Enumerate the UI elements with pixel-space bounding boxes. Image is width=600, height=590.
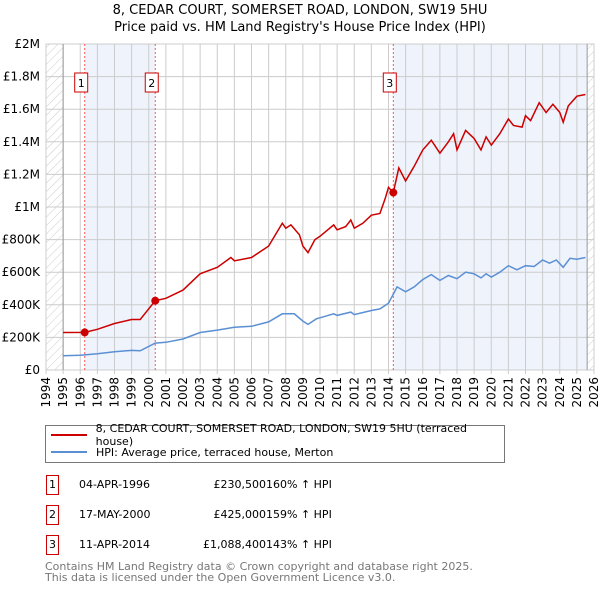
- x-tick-label: 2015: [399, 377, 413, 408]
- legend: 8, CEDAR COURT, SOMERSET ROAD, LONDON, S…: [45, 422, 505, 463]
- x-tick-label: 2010: [313, 377, 327, 408]
- series-line: [63, 256, 586, 357]
- sale-hpi: 159% ↑ HPI: [266, 508, 332, 521]
- x-tick-label: 2002: [176, 377, 190, 408]
- x-tick-label: 2012: [347, 377, 361, 408]
- x-tick-label: 1996: [73, 377, 87, 408]
- sale-price: £425,000: [213, 508, 267, 521]
- y-tick-label: £1.6M: [3, 102, 40, 116]
- footer-copyright: Contains HM Land Registry data © Crown c…: [45, 560, 473, 573]
- y-tick-label: £200K: [2, 330, 42, 344]
- y-tick-label: £800K: [2, 233, 42, 247]
- x-tick-label: 1999: [125, 377, 139, 408]
- x-tick-label: 1997: [90, 377, 104, 408]
- sale-price: £230,500: [213, 478, 267, 491]
- y-tick-label: £0: [25, 363, 40, 377]
- sale-label: 2: [148, 77, 155, 90]
- legend-label: 8, CEDAR COURT, SOMERSET ROAD, LONDON, S…: [95, 422, 468, 448]
- plot-border: [45, 43, 595, 371]
- legend-item-hpi: HPI: Average price, terraced house, Mert…: [51, 444, 333, 460]
- x-tick-label: 2025: [570, 377, 584, 408]
- x-tick-label: 2020: [484, 377, 498, 408]
- y-tick-label: £1.8M: [3, 70, 40, 84]
- x-tick-label: 2018: [450, 377, 464, 408]
- x-tick-label: 2001: [159, 377, 173, 408]
- y-tick-label: £1.2M: [3, 167, 40, 181]
- x-tick-label: 1998: [108, 377, 122, 408]
- sale-marker-box: 2: [46, 505, 59, 525]
- y-tick-label: £1.4M: [3, 135, 40, 149]
- sale-point: [80, 328, 89, 337]
- sale-label: 3: [386, 77, 393, 90]
- sale-label-box: [74, 72, 89, 93]
- x-tick-label: 2000: [142, 377, 156, 408]
- y-tick-label: £600K: [2, 265, 42, 279]
- sale-label-box: [382, 72, 397, 93]
- x-tick-label: 2017: [433, 377, 447, 408]
- chart-subtitle: Price paid vs. HM Land Registry's House …: [114, 20, 486, 35]
- x-tick-label: 2006: [245, 377, 259, 408]
- x-tick-label: 2016: [416, 377, 430, 408]
- chart-title: 8, CEDAR COURT, SOMERSET ROAD, LONDON, S…: [112, 3, 488, 18]
- sale-label-box: [144, 72, 159, 93]
- sale-hpi: 160% ↑ HPI: [266, 478, 332, 491]
- x-tick-label: 2009: [296, 377, 310, 408]
- x-tick-label: 2007: [262, 377, 276, 408]
- legend-label: HPI: Average price, terraced house, Mert…: [96, 445, 334, 459]
- x-tick-label: 1995: [56, 377, 70, 408]
- x-tick-label: 2011: [330, 377, 344, 408]
- x-tick-label: 2023: [536, 377, 550, 408]
- x-tick-label: 2019: [467, 377, 481, 408]
- x-tick-label: 2022: [519, 377, 533, 408]
- y-tick-label: £2M: [14, 37, 40, 51]
- x-tick-label: 2003: [193, 377, 207, 408]
- sale-hpi: 143% ↑ HPI: [266, 538, 332, 551]
- sale-date: 04-APR-1996: [79, 478, 151, 491]
- x-tick-label: 1994: [39, 377, 53, 408]
- sale-label: 1: [78, 77, 85, 90]
- sale-marker-box: 1: [46, 475, 59, 495]
- legend-item-property: 8, CEDAR COURT, SOMERSET ROAD, LONDON, S…: [51, 422, 504, 448]
- sale-price: £1,088,400: [203, 538, 266, 551]
- price-chart: 1994 1995 1996 1997 1998 1999 2000 2001 2002 2003…: [2, 37, 600, 408]
- sale-date: 17-MAY-2000: [79, 508, 151, 521]
- x-tick-label: 2014: [382, 377, 396, 408]
- legend-swatch-red: [51, 434, 87, 436]
- x-tick-label: 2004: [210, 377, 224, 408]
- x-tick-label: 2021: [501, 377, 515, 408]
- x-tick-label: 2024: [553, 377, 567, 408]
- sale-point: [151, 296, 160, 305]
- footer-licence: This data is licensed under the Open Gov…: [45, 571, 396, 584]
- legend-swatch-blue: [51, 451, 87, 453]
- x-tick-label: 2005: [227, 377, 241, 408]
- sale-marker-box: 3: [46, 535, 59, 555]
- y-tick-label: £400K: [2, 298, 42, 312]
- y-tick-label: £1M: [14, 200, 40, 214]
- x-tick-label: 2013: [364, 377, 378, 408]
- series-line: [63, 93, 586, 334]
- sale-point: [389, 188, 398, 197]
- x-tick-label: 2026: [587, 377, 600, 408]
- sale-date: 11-APR-2014: [79, 538, 151, 551]
- x-tick-label: 2008: [279, 377, 293, 408]
